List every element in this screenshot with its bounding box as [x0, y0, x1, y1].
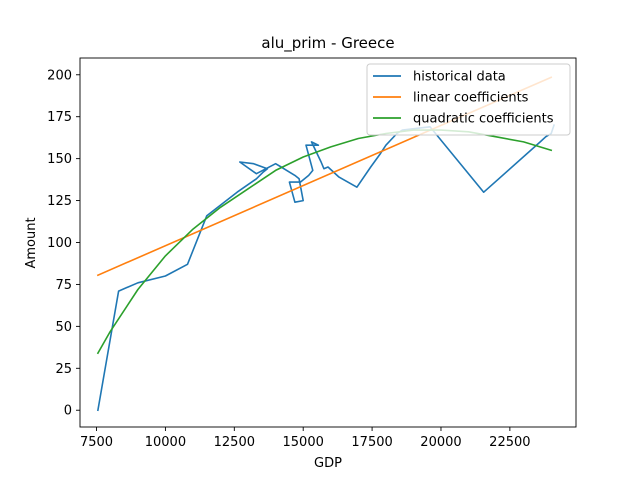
x-axis-label: GDP	[314, 456, 342, 471]
x-tick-label: 22500	[489, 435, 530, 450]
x-tick-label: 15000	[283, 435, 324, 450]
y-tick-label: 25	[55, 362, 72, 377]
chart-title: alu_prim - Greece	[261, 34, 394, 53]
x-tick-label: 20000	[420, 435, 461, 450]
legend-label-2: quadratic coefficients	[413, 112, 554, 127]
x-tick-label: 17500	[351, 435, 392, 450]
x-tick-label: 10000	[145, 435, 186, 450]
y-tick-label: 50	[55, 320, 72, 335]
y-tick-label: 100	[47, 236, 72, 251]
y-tick-label: 0	[64, 404, 72, 419]
legend: historical data linear coefficients quadra…	[366, 63, 571, 136]
y-tick-label: 200	[47, 68, 72, 83]
y-tick-label: 175	[47, 110, 72, 125]
legend-box	[366, 63, 571, 136]
plot-area: 7500 10000 12500 15000 17500 20000 22500 0 25 50 7…	[47, 57, 577, 450]
y-tick-label: 150	[47, 152, 72, 167]
y-tick-label: 125	[47, 194, 72, 209]
legend-label-0: historical data	[413, 70, 506, 85]
y-axis-label: Amount	[24, 217, 39, 268]
x-tick-label: 7500	[80, 435, 113, 450]
legend-label-1: linear coefficients	[413, 91, 529, 106]
y-tick-label: 75	[55, 278, 72, 293]
x-tick-label: 12500	[214, 435, 255, 450]
